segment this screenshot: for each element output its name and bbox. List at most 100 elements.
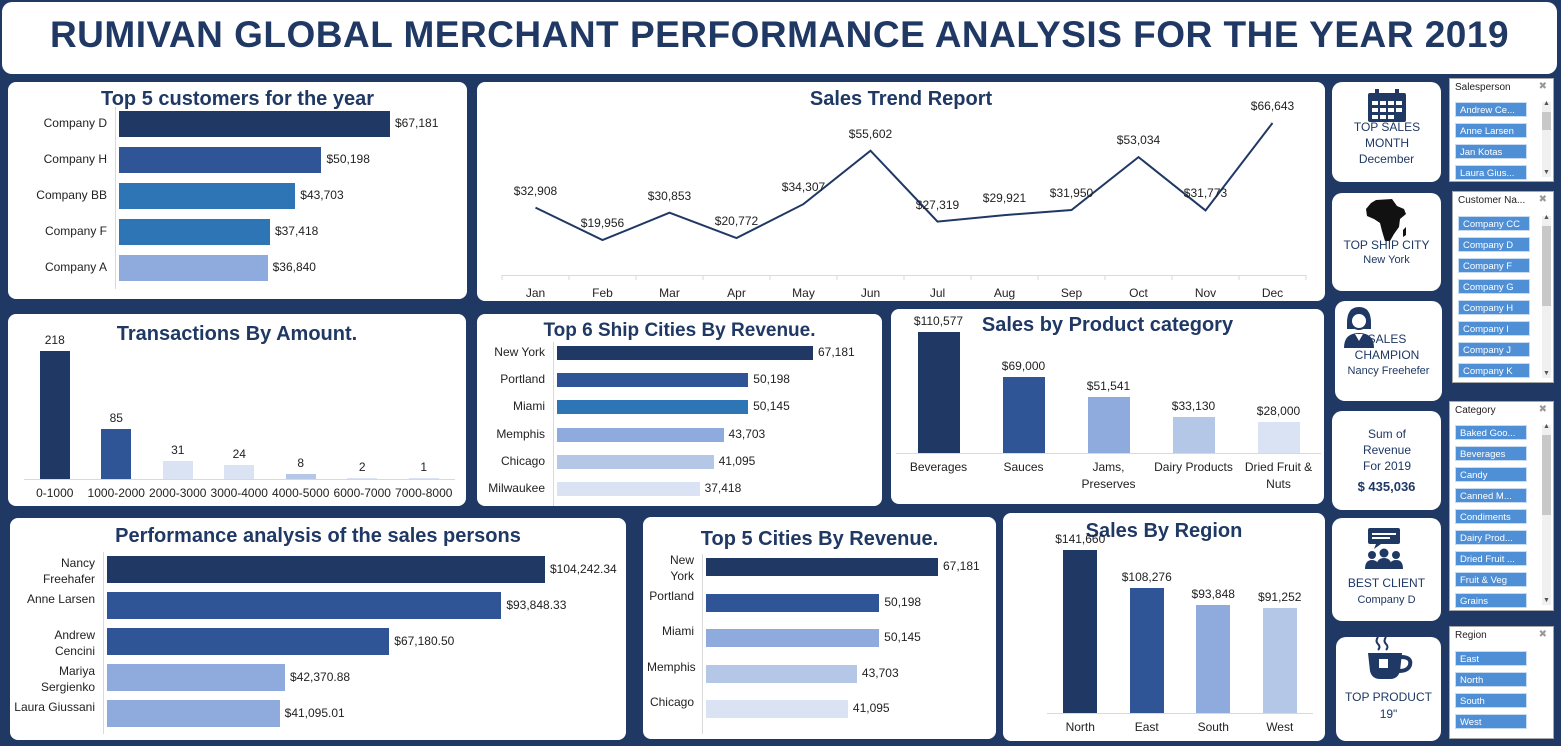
bar [557, 346, 813, 360]
scrollbar-thumb[interactable] [1542, 112, 1551, 130]
scroll-up-icon[interactable]: ▲ [1543, 100, 1550, 107]
customer-name-slicer[interactable]: Customer Na... ✖ Company CC Company D Compan… [1452, 191, 1554, 383]
bar [1129, 588, 1164, 713]
clear-filter-icon[interactable]: ✖ [1538, 81, 1547, 92]
data-label: $141,660 [1055, 532, 1106, 546]
slicer-item[interactable]: Company D [1458, 237, 1530, 252]
data-label: 50,145 [753, 399, 790, 414]
slicer-item[interactable]: Company CC [1458, 216, 1530, 231]
bar [101, 429, 132, 479]
slicer-item[interactable]: Company K [1458, 363, 1530, 378]
slicer-item[interactable]: Grains [1455, 593, 1527, 608]
category-label: Company D [43, 116, 107, 130]
slicer-item[interactable]: Company G [1458, 279, 1530, 294]
slicer-header: Region [1455, 630, 1487, 641]
category-label: Memphis [647, 659, 696, 674]
data-label: $104,242.34 [550, 561, 617, 576]
category-label: Jan [525, 286, 546, 300]
data-label: 50,145 [884, 630, 921, 645]
x-axis-line [896, 453, 1321, 454]
salesperson-slicer[interactable]: Salesperson ✖ Andrew Ce... Anne Larsen Jan K… [1449, 78, 1554, 182]
slicer-item[interactable]: Condiments [1455, 509, 1527, 524]
scrollbar-thumb[interactable] [1542, 226, 1551, 306]
data-label: $36,840 [272, 260, 316, 274]
kpi-sum-revenue: Sum of Revenue For 2019 $ 435,036 [1332, 411, 1441, 510]
bar [119, 255, 268, 281]
category-label: Mariya Sergienko [40, 663, 95, 694]
category-label: May [792, 286, 815, 300]
slicer-item[interactable]: West [1455, 714, 1527, 729]
slicer-item[interactable]: Candy [1455, 467, 1527, 482]
data-label: 41,095 [852, 701, 890, 716]
data-label: 37,418 [704, 481, 742, 495]
slicer-item[interactable]: Beverages [1455, 446, 1527, 461]
slicer-item[interactable]: North [1455, 672, 1527, 687]
data-label: $66,643 [1250, 99, 1295, 113]
data-label: 41,095 [718, 453, 756, 468]
slicer-item[interactable]: Fruit & Veg [1455, 572, 1527, 587]
clear-filter-icon[interactable]: ✖ [1538, 629, 1547, 640]
bar [347, 477, 378, 479]
data-label: $51,541 [1086, 378, 1131, 393]
data-label: $33,130 [1171, 398, 1216, 413]
sales-trend-chart: Sales Trend Report $32,908 Jan $19,956 Feb $3… [477, 82, 1325, 301]
kpi-top-product: TOP PRODUCT 19" [1336, 636, 1441, 741]
slicer-item[interactable]: Laura Gius... [1455, 165, 1527, 180]
scroll-up-icon[interactable]: ▲ [1543, 423, 1550, 430]
slicer-item[interactable]: Dried Fruit ... [1455, 551, 1527, 566]
slicer-item[interactable]: Dairy Prod... [1455, 530, 1527, 545]
bar [1172, 416, 1215, 453]
slicer-item[interactable]: Company J [1458, 342, 1530, 357]
scroll-up-icon[interactable]: ▲ [1543, 214, 1550, 221]
clear-filter-icon[interactable]: ✖ [1538, 194, 1547, 205]
data-label: $93,848 [1191, 587, 1235, 601]
category-label: Company F [44, 224, 107, 238]
category-label: Portland [500, 372, 545, 387]
slicer-item[interactable]: Company F [1458, 258, 1530, 273]
trend-line [535, 122, 1274, 242]
category-label: 7000-8000 [395, 486, 453, 500]
category-label: Mar [659, 286, 680, 300]
data-label: $31,773 [1183, 186, 1228, 201]
slicer-item[interactable]: Baked Goo... [1455, 425, 1527, 440]
top-ship-cities-chart: Top 6 Ship Cities By Revenue. New York 67,… [477, 314, 882, 506]
bar [224, 464, 255, 479]
chart-title: Top 5 Cities By Revenue. [700, 528, 939, 550]
trend-line-svg [501, 122, 1307, 280]
category-label: Nov [1194, 286, 1217, 300]
clear-filter-icon[interactable]: ✖ [1538, 404, 1547, 415]
transactions-by-amount-chart: Transactions By Amount. 218 0-1000 85 1000-2… [8, 314, 466, 506]
slicer-item[interactable]: Anne Larsen [1455, 123, 1527, 138]
kpi-label: BEST CLIENT [1347, 576, 1426, 590]
scrollbar-thumb[interactable] [1542, 435, 1551, 515]
data-label: 8 [297, 456, 305, 471]
slicer-item[interactable]: South [1455, 693, 1527, 708]
scroll-down-icon[interactable]: ▼ [1543, 370, 1550, 377]
kpi-value: December [1358, 152, 1415, 166]
slicer-item[interactable]: East [1455, 651, 1527, 666]
slicer-item[interactable]: Company I [1458, 321, 1530, 336]
chart-title: Top 5 customers for the year [100, 88, 375, 110]
kpi-top-sales-month: TOP SALES MONTH December [1332, 82, 1441, 182]
category-slicer[interactable]: Category ✖ Baked Goo... Beverages Candy Canne… [1449, 401, 1554, 611]
category-label: Andrew Cencini [54, 627, 95, 658]
scroll-down-icon[interactable]: ▼ [1543, 597, 1550, 604]
scroll-down-icon[interactable]: ▼ [1543, 169, 1550, 176]
dashboard-title: RUMIVAN GLOBAL MERCHANT PERFORMANCE ANAL… [49, 14, 1510, 55]
region-slicer[interactable]: Region ✖ East North South West [1449, 626, 1554, 739]
chart-title: Sales Trend Report [809, 88, 993, 110]
slicer-item[interactable]: Canned M... [1455, 488, 1527, 503]
slicer-item[interactable]: Company H [1458, 300, 1530, 315]
slicer-item[interactable]: Andrew Ce... [1455, 102, 1527, 117]
sales-by-product-category-chart: Sales by Product category $110,577 Beverag… [891, 309, 1324, 504]
bar [557, 427, 724, 442]
data-label: $55,602 [848, 126, 893, 141]
data-label: $43,703 [300, 188, 344, 202]
bar [162, 460, 193, 479]
bar [107, 592, 502, 619]
slicer-item[interactable]: Jan Kotas [1455, 144, 1527, 159]
sales-by-region-chart: Sales By Region $141,660 North $108,276 East… [1003, 513, 1325, 741]
bar [557, 482, 700, 496]
category-label: Miami [513, 399, 545, 414]
bar [557, 454, 714, 469]
